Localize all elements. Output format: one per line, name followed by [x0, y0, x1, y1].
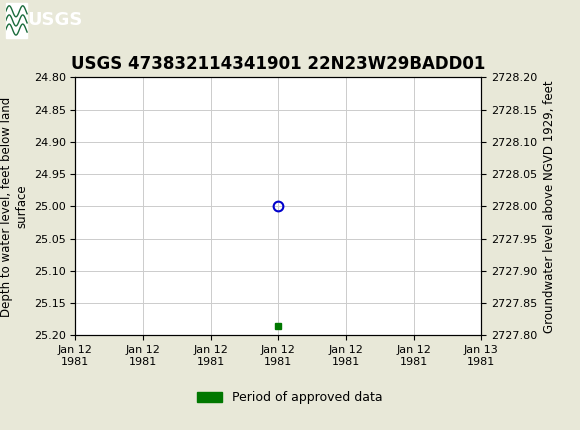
Text: USGS: USGS: [28, 12, 83, 29]
Title: USGS 473832114341901 22N23W29BADD01: USGS 473832114341901 22N23W29BADD01: [71, 55, 485, 73]
Y-axis label: Groundwater level above NGVD 1929, feet: Groundwater level above NGVD 1929, feet: [543, 80, 556, 333]
Y-axis label: Depth to water level, feet below land
surface: Depth to water level, feet below land su…: [0, 96, 28, 316]
Legend: Period of approved data: Period of approved data: [192, 386, 388, 409]
FancyBboxPatch shape: [6, 3, 27, 37]
